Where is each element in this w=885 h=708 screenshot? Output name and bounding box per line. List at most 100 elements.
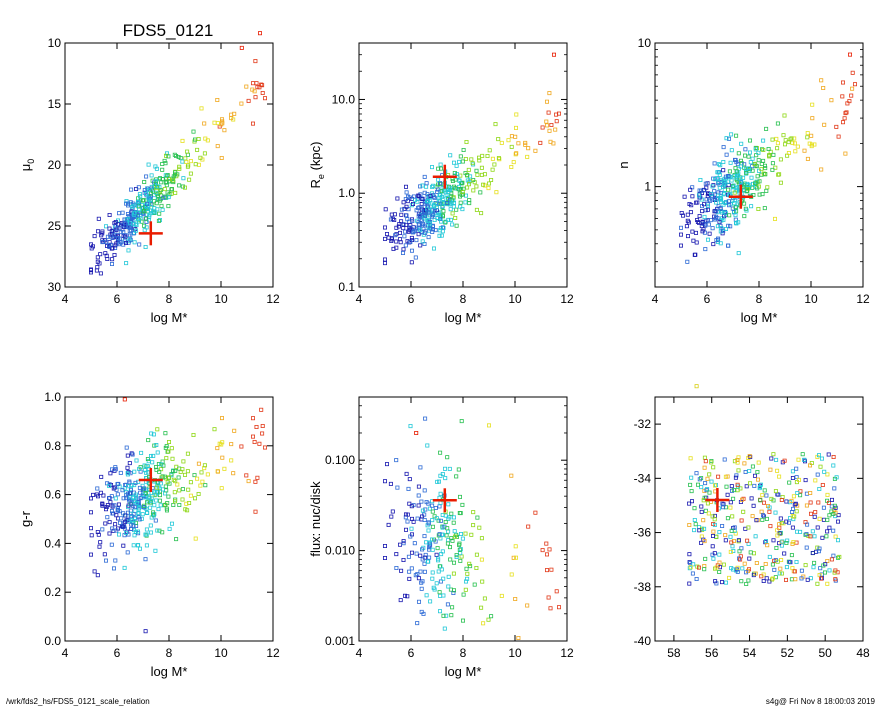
data-point <box>188 480 193 485</box>
data-point <box>694 230 699 235</box>
data-point <box>843 111 848 116</box>
data-point <box>781 133 786 138</box>
data-point <box>118 470 123 475</box>
data-point <box>382 236 387 241</box>
data-point <box>792 136 797 141</box>
data-point <box>778 516 783 521</box>
x-axis-label: log M* <box>151 664 188 679</box>
data-point <box>760 566 765 571</box>
data-point <box>401 226 406 231</box>
data-point <box>112 503 117 508</box>
data-point <box>754 153 759 158</box>
data-point <box>710 226 715 231</box>
data-point <box>406 229 411 234</box>
data-point <box>100 501 105 506</box>
data-point <box>748 150 753 155</box>
data-point <box>418 227 423 232</box>
data-point <box>418 217 423 222</box>
data-point <box>782 113 787 118</box>
data-point <box>752 162 757 167</box>
data-point <box>736 455 741 460</box>
data-point <box>742 461 747 466</box>
data-point <box>843 151 848 156</box>
data-point <box>433 228 438 233</box>
data-point <box>447 187 452 192</box>
data-point <box>196 461 201 466</box>
data-point <box>699 504 704 509</box>
data-point <box>192 137 197 142</box>
data-point <box>153 548 158 553</box>
data-point <box>772 567 777 572</box>
data-point <box>545 568 550 573</box>
data-point <box>407 569 412 574</box>
data-point <box>250 434 255 439</box>
data-point <box>136 515 141 520</box>
data-point <box>691 562 696 567</box>
data-point <box>533 510 538 515</box>
data-point <box>753 147 758 152</box>
data-point <box>713 579 718 584</box>
data-point <box>402 229 407 234</box>
data-point <box>132 469 137 474</box>
data-point <box>708 198 713 203</box>
data-point <box>709 191 714 196</box>
data-point <box>546 595 551 600</box>
data-point <box>401 539 406 544</box>
data-point <box>414 430 419 435</box>
data-point <box>153 465 158 470</box>
data-point <box>818 464 823 469</box>
data-point <box>739 518 744 523</box>
data-point <box>177 502 182 507</box>
data-point <box>773 165 778 170</box>
data-point <box>826 452 831 457</box>
data-point <box>135 529 140 534</box>
data-point <box>115 506 120 511</box>
data-point <box>467 198 472 203</box>
data-point <box>745 538 750 543</box>
x-tick-label: 6 <box>114 646 121 660</box>
data-point <box>476 155 481 160</box>
data-points <box>89 31 267 276</box>
plot-frame <box>654 42 864 288</box>
data-point <box>187 177 192 182</box>
data-point <box>471 510 476 515</box>
data-point <box>728 505 733 510</box>
data-point <box>722 457 727 462</box>
data-point <box>471 188 476 193</box>
data-point <box>133 228 138 233</box>
y-tick-label: -32 <box>634 417 652 431</box>
y-tick-labels: 0.001 0.010 0.100 <box>325 453 355 648</box>
data-point <box>202 151 207 156</box>
data-point <box>115 492 120 497</box>
data-point <box>744 170 749 175</box>
y-axis-label: n <box>616 161 631 168</box>
data-point <box>417 213 422 218</box>
data-point <box>99 474 104 479</box>
plot-frame <box>64 42 274 288</box>
data-point <box>795 490 800 495</box>
data-point <box>793 501 798 506</box>
data-point <box>692 528 697 533</box>
data-point <box>755 186 760 191</box>
data-point <box>426 528 431 533</box>
data-point <box>128 471 133 476</box>
data-point <box>458 551 463 556</box>
data-point <box>97 261 102 266</box>
x-tick-label: 56 <box>705 646 719 660</box>
data-point <box>453 215 458 220</box>
x-tick-label: 8 <box>460 646 467 660</box>
data-point <box>202 463 207 468</box>
data-point <box>705 207 710 212</box>
data-point <box>451 571 456 576</box>
data-point <box>260 83 265 88</box>
data-point <box>422 561 427 566</box>
data-point <box>466 167 471 172</box>
data-point <box>720 524 725 529</box>
data-point <box>89 242 94 247</box>
data-point <box>212 120 217 125</box>
data-point <box>92 234 97 239</box>
data-point <box>127 491 132 496</box>
data-point <box>192 496 197 501</box>
data-point <box>545 99 550 104</box>
data-point <box>219 442 224 447</box>
